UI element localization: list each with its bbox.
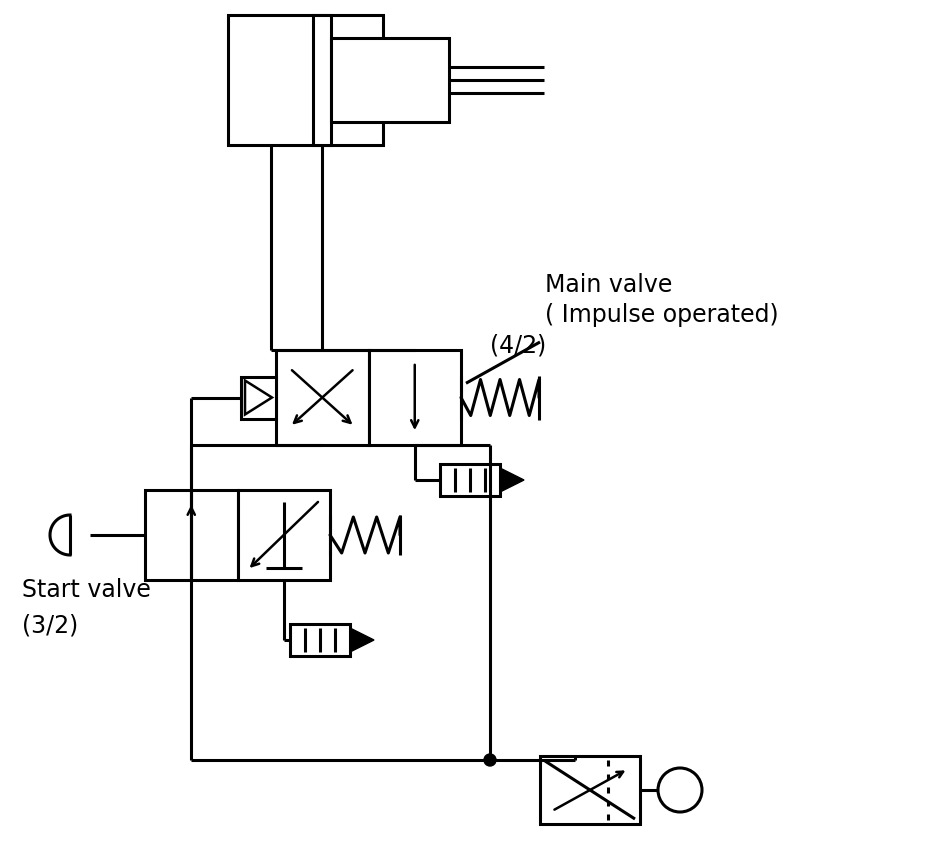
Bar xyxy=(241,376,276,418)
Bar xyxy=(228,15,383,145)
Bar xyxy=(540,756,640,824)
Bar xyxy=(369,350,461,445)
Circle shape xyxy=(484,754,496,766)
Bar xyxy=(290,624,350,656)
Text: Start valve: Start valve xyxy=(22,578,151,602)
Bar xyxy=(331,39,450,121)
Text: ( Impulse operated): ( Impulse operated) xyxy=(545,303,778,327)
Text: (3/2): (3/2) xyxy=(22,613,78,637)
Bar xyxy=(237,490,330,580)
Bar xyxy=(440,464,500,496)
Text: Main valve: Main valve xyxy=(545,273,672,297)
Polygon shape xyxy=(500,468,524,492)
Circle shape xyxy=(658,768,702,812)
Bar xyxy=(145,490,237,580)
Polygon shape xyxy=(350,628,374,652)
Text: (4/2): (4/2) xyxy=(490,333,546,357)
Bar xyxy=(313,15,331,145)
Bar xyxy=(276,350,369,445)
Polygon shape xyxy=(245,381,272,414)
